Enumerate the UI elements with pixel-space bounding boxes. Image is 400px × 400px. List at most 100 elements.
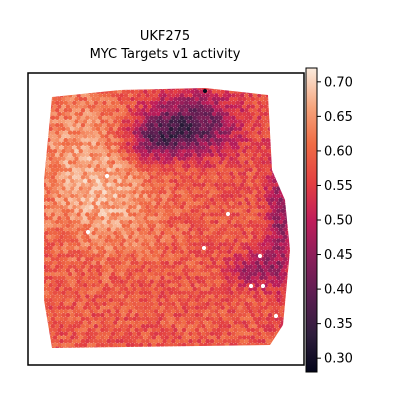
tissue-spot bbox=[175, 100, 180, 106]
tissue-spot bbox=[188, 316, 193, 322]
tissue-spot bbox=[140, 152, 146, 158]
tissue-spot bbox=[74, 126, 79, 132]
tissue-spot bbox=[128, 256, 133, 262]
tissue-spot bbox=[149, 122, 155, 128]
tissue-spot bbox=[87, 111, 92, 117]
tissue-spot bbox=[284, 178, 290, 184]
tissue-spot bbox=[145, 316, 150, 322]
tissue-spot bbox=[74, 230, 79, 236]
tissue-spot bbox=[164, 268, 170, 273]
tissue-spot bbox=[218, 227, 223, 232]
tissue-spot bbox=[44, 249, 47, 255]
tissue-spot bbox=[38, 86, 43, 91]
tissue-spot bbox=[207, 149, 213, 154]
tissue-spot bbox=[153, 204, 159, 210]
tissue-spot bbox=[115, 167, 120, 173]
tissue-spot bbox=[85, 100, 90, 106]
tissue-spot bbox=[171, 331, 176, 337]
tissue-spot bbox=[203, 216, 208, 221]
tissue-spot bbox=[54, 316, 60, 322]
tissue-spot bbox=[164, 201, 170, 206]
tissue-spot bbox=[117, 208, 122, 214]
tissue-spot bbox=[235, 130, 241, 135]
tissue-spot bbox=[143, 327, 148, 333]
tissue-spot bbox=[102, 346, 107, 348]
tissue-spot bbox=[171, 338, 176, 344]
tissue-spot bbox=[48, 126, 54, 132]
tissue-spot bbox=[130, 260, 135, 266]
tissue-spot bbox=[106, 279, 112, 284]
tissue-spot bbox=[211, 335, 217, 340]
tissue-spot bbox=[44, 290, 49, 296]
tissue-spot bbox=[63, 130, 69, 135]
tissue-spot bbox=[106, 212, 112, 217]
tissue-spot bbox=[82, 208, 88, 214]
tissue-spot bbox=[52, 134, 58, 139]
tissue-spot bbox=[74, 320, 79, 325]
tissue-spot bbox=[201, 271, 206, 277]
tissue-spot bbox=[46, 242, 51, 247]
tissue-spot bbox=[138, 245, 144, 251]
tissue-spot bbox=[181, 178, 187, 184]
tissue-spot bbox=[82, 260, 88, 266]
tissue-spot bbox=[80, 271, 86, 277]
tissue-spot bbox=[128, 346, 133, 348]
tissue-spot bbox=[85, 256, 90, 262]
tissue-spot bbox=[168, 305, 174, 311]
tissue-spot bbox=[171, 88, 176, 91]
tissue-spot bbox=[44, 104, 49, 109]
tissue-spot bbox=[132, 227, 137, 232]
tissue-spot bbox=[100, 253, 105, 258]
tissue-spot bbox=[78, 104, 84, 109]
tissue-spot bbox=[179, 242, 185, 247]
tissue-spot bbox=[216, 134, 221, 139]
tissue-spot bbox=[216, 312, 221, 318]
tissue-spot bbox=[158, 242, 163, 247]
tissue-spot bbox=[115, 271, 120, 277]
tissue-spot bbox=[153, 137, 159, 143]
tissue-spot bbox=[188, 130, 193, 135]
tissue-spot bbox=[155, 126, 161, 132]
tissue-spot bbox=[235, 234, 241, 240]
tissue-spot bbox=[254, 275, 260, 281]
tissue-spot bbox=[97, 286, 103, 292]
tissue-spot bbox=[76, 167, 81, 173]
tissue-spot bbox=[134, 201, 140, 206]
tissue-spot bbox=[85, 189, 90, 195]
tissue-spot bbox=[158, 93, 163, 98]
tissue-spot bbox=[192, 88, 198, 91]
tissue-spot bbox=[269, 316, 275, 322]
tissue-spot bbox=[259, 89, 264, 95]
tissue-spot bbox=[82, 320, 88, 325]
tissue-spot bbox=[222, 234, 228, 240]
tissue-spot bbox=[160, 335, 165, 340]
tissue-spot bbox=[194, 104, 200, 109]
tissue-spot bbox=[272, 305, 277, 311]
tissue-spot bbox=[211, 89, 217, 95]
tissue-spot bbox=[284, 193, 290, 199]
tissue-spot bbox=[194, 223, 200, 229]
tissue-spot bbox=[91, 193, 97, 199]
tissue-spot bbox=[233, 238, 238, 243]
tissue-spot bbox=[59, 286, 64, 292]
tissue-spot bbox=[140, 212, 146, 217]
tissue-spot bbox=[254, 327, 260, 333]
tissue-spot bbox=[280, 111, 286, 117]
tissue-spot bbox=[211, 320, 217, 325]
tissue-spot bbox=[76, 182, 81, 188]
tissue-spot bbox=[248, 271, 253, 277]
tissue-spot bbox=[82, 119, 88, 124]
tissue-spot bbox=[100, 104, 105, 109]
tissue-spot bbox=[211, 275, 217, 281]
tissue-spot bbox=[119, 167, 124, 173]
tissue-spot bbox=[74, 96, 79, 102]
tissue-spot bbox=[257, 256, 262, 262]
tissue-spot bbox=[173, 342, 178, 348]
tissue-spot bbox=[147, 320, 152, 325]
tissue-spot bbox=[289, 96, 290, 102]
tissue-spot bbox=[52, 238, 58, 243]
tissue-spot bbox=[198, 134, 204, 139]
tissue-spot bbox=[229, 141, 234, 147]
tissue-spot bbox=[149, 175, 155, 180]
tissue-spot bbox=[201, 152, 206, 158]
